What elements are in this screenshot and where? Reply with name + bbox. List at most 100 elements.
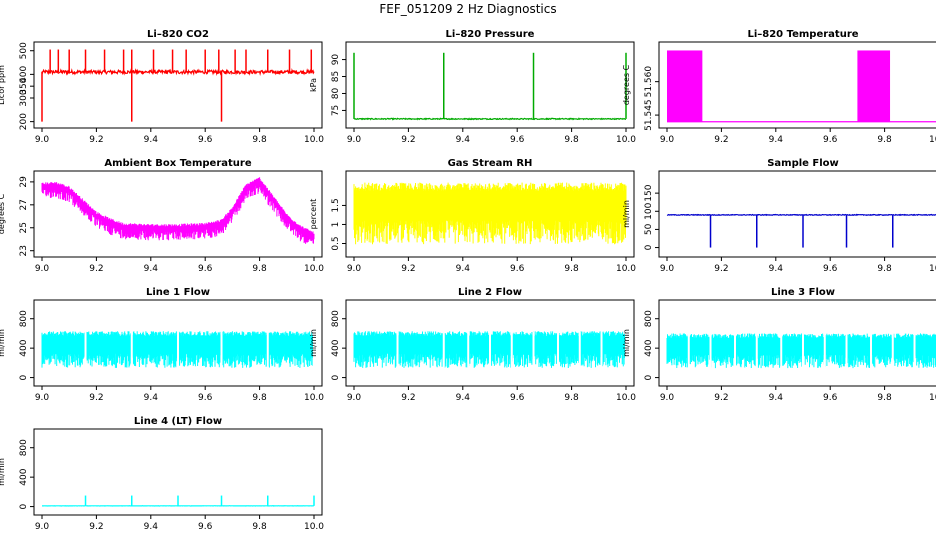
x-tick-label: 9.4 xyxy=(769,393,784,403)
x-tick-label: 9.0 xyxy=(35,264,50,274)
x-tick-label: 9.8 xyxy=(252,135,267,145)
x-tick-label: 9.2 xyxy=(89,393,103,403)
x-tick-label: 9.6 xyxy=(198,522,213,532)
y-tick-label: 0 xyxy=(644,244,654,250)
plot-frame xyxy=(33,428,323,516)
y-tick-label: 90 xyxy=(331,54,341,66)
y-tick-label: 150 xyxy=(644,184,654,201)
y-axis-label: kPa xyxy=(309,78,318,92)
x-tick-label: 9.6 xyxy=(823,135,838,145)
chart-panel-10: Line 4 (LT) Flow ml/min 9.0 9.2 9.4 9.6 9.8 10.… xyxy=(0,416,324,532)
y-tick-label: 300 xyxy=(19,89,29,106)
x-tick-label: 9.8 xyxy=(252,393,267,403)
chart-panel-6: Sample Flow ml/min 9.0 9.2 9.4 9.6 9.8 10.0 0 50 1… xyxy=(622,158,936,274)
y-tick-label: 27 xyxy=(19,199,29,210)
x-tick-label: 9.2 xyxy=(89,135,103,145)
series-block xyxy=(857,50,891,122)
y-tick-label: 0 xyxy=(19,374,29,380)
y-tick-label: 51.560 xyxy=(644,66,654,98)
x-tick-label: 9.4 xyxy=(144,135,159,145)
x-tick-label: 9.2 xyxy=(714,135,728,145)
y-tick-label: 400 xyxy=(19,66,29,83)
x-tick-label: 9.0 xyxy=(660,264,675,274)
x-tick-label: 9.6 xyxy=(510,393,525,403)
panel-title: Li–820 Temperature xyxy=(747,29,858,40)
chart-panel-8: Line 2 Flow ml/min 9.0 9.2 9.4 9.6 9.8 10.0 0 400… xyxy=(309,287,636,403)
x-tick-label: 10.0 xyxy=(616,393,636,403)
x-tick-label: 9.4 xyxy=(144,264,159,274)
series-band xyxy=(353,331,627,368)
x-tick-label: 9.6 xyxy=(823,393,838,403)
series-block xyxy=(667,50,703,122)
x-tick-label: 9.2 xyxy=(401,135,415,145)
plot-frame xyxy=(33,170,323,258)
chart-panel-1: Li–820 CO2 Licor ppm 9.0 9.2 9.4 9.6 9.8 10.0 20… xyxy=(0,29,324,145)
x-tick-label: 9.2 xyxy=(401,264,415,274)
y-tick-label: 29 xyxy=(19,176,29,188)
y-tick-label: 0 xyxy=(644,374,654,380)
y-axis-label: ml/min xyxy=(622,329,631,357)
panel-title: Sample Flow xyxy=(767,158,839,169)
y-tick-label: 0 xyxy=(19,503,29,509)
x-tick-label: 9.8 xyxy=(877,135,892,145)
chart-panel-2: Li–820 Pressure kPa 9.0 9.2 9.4 9.6 9.8 10.0 75 8… xyxy=(309,29,636,145)
page-title: FEF_051209 2 Hz Diagnostics xyxy=(379,2,557,16)
y-tick-label: 1 xyxy=(331,222,341,228)
plot-frame xyxy=(345,41,635,129)
y-tick-label: 800 xyxy=(19,439,29,456)
x-tick-label: 10.0 xyxy=(616,135,636,145)
y-axis-label: percent xyxy=(309,199,318,230)
y-tick-label: 400 xyxy=(19,468,29,485)
chart-panel-4: Ambient Box Temperature degrees C 9.0 9.2 9.… xyxy=(0,158,324,274)
y-axis-label: degrees C xyxy=(0,193,6,234)
y-tick-label: 400 xyxy=(644,339,654,356)
x-tick-label: 9.0 xyxy=(347,393,362,403)
plot-frame xyxy=(345,299,635,387)
x-tick-label: 9.0 xyxy=(660,393,675,403)
x-tick-label: 9.2 xyxy=(401,393,415,403)
y-axis-label: ml/min xyxy=(622,200,631,228)
series-band xyxy=(666,333,936,369)
y-tick-label: 500 xyxy=(19,42,29,59)
y-tick-label: 85 xyxy=(331,71,341,82)
x-tick-label: 9.8 xyxy=(877,264,892,274)
x-tick-label: 9.6 xyxy=(510,135,525,145)
x-tick-label: 10.0 xyxy=(304,522,324,532)
x-tick-label: 9.6 xyxy=(198,135,213,145)
panel-title: Line 1 Flow xyxy=(146,287,210,298)
y-tick-label: 0.5 xyxy=(331,236,341,250)
panel-title: Line 2 Flow xyxy=(458,287,522,298)
y-tick-label: 23 xyxy=(19,245,29,256)
y-tick-label: 800 xyxy=(19,310,29,327)
y-tick-label: 80 xyxy=(331,87,341,99)
y-tick-label: 51.545 xyxy=(644,99,654,131)
chart-panel-9: Line 3 Flow ml/min 9.0 9.2 9.4 9.6 9.8 10.0 0 400… xyxy=(622,287,936,403)
x-tick-label: 9.8 xyxy=(252,522,267,532)
series-line xyxy=(666,213,936,217)
y-tick-label: 0 xyxy=(331,374,341,380)
panel-title: Gas Stream RH xyxy=(448,158,533,169)
x-tick-label: 10.0 xyxy=(304,135,324,145)
x-tick-label: 9.4 xyxy=(144,522,159,532)
plot-frame xyxy=(658,41,936,129)
y-tick-label: 50 xyxy=(644,223,654,235)
y-tick-label: 800 xyxy=(644,310,654,327)
x-tick-label: 9.2 xyxy=(89,264,103,274)
chart-panel-5: Gas Stream RH percent 9.0 9.2 9.4 9.6 9.8 10.0 0… xyxy=(309,158,636,274)
x-tick-label: 9.6 xyxy=(198,393,213,403)
x-tick-label: 9.8 xyxy=(564,264,579,274)
y-tick-label: 1.5 xyxy=(331,198,341,212)
series-line xyxy=(353,117,626,121)
x-tick-label: 9.0 xyxy=(35,135,50,145)
y-tick-label: 75 xyxy=(331,105,341,116)
panel-title: Ambient Box Temperature xyxy=(104,158,251,169)
x-tick-label: 10.0 xyxy=(304,264,324,274)
y-axis-label: ml/min xyxy=(0,458,6,486)
x-tick-label: 9.4 xyxy=(769,135,784,145)
x-tick-label: 9.8 xyxy=(564,135,579,145)
x-tick-label: 9.8 xyxy=(877,393,892,403)
series-band xyxy=(353,182,627,245)
series-band xyxy=(41,331,315,368)
plot-frame xyxy=(658,170,936,258)
y-tick-label: 200 xyxy=(19,113,29,130)
